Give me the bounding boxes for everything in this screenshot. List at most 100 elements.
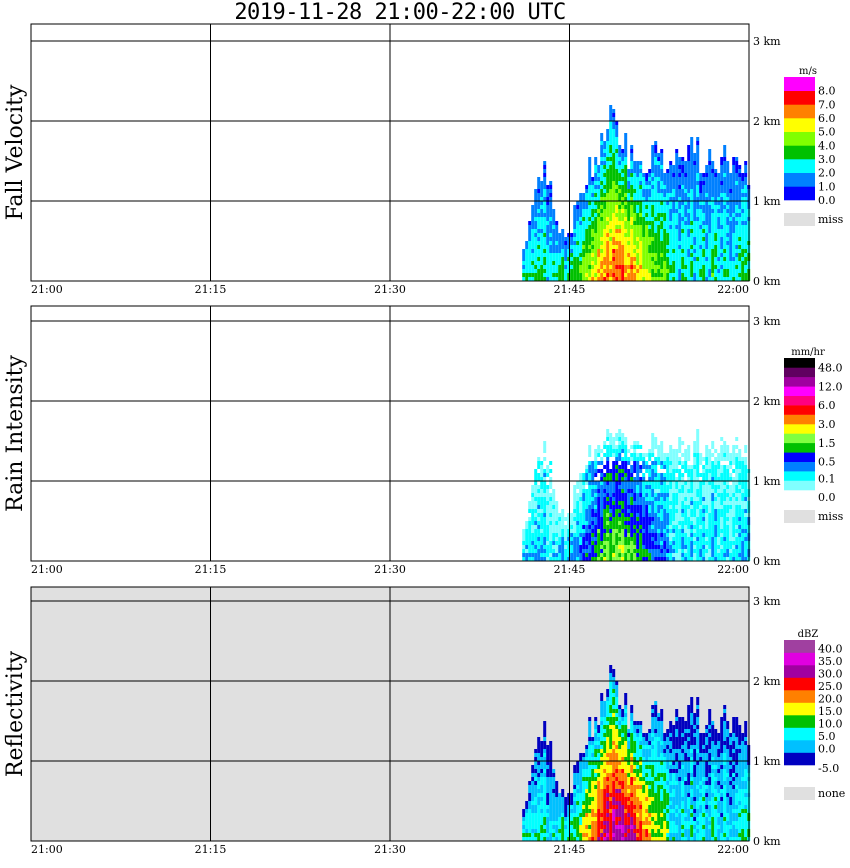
data-cell bbox=[630, 797, 634, 801]
data-cell bbox=[738, 185, 742, 189]
data-cell bbox=[534, 197, 538, 201]
data-cell bbox=[576, 557, 580, 561]
data-cell bbox=[609, 805, 613, 809]
data-cell bbox=[588, 549, 592, 553]
data-cell bbox=[606, 821, 610, 825]
data-cell bbox=[594, 537, 598, 541]
data-cell bbox=[588, 185, 592, 189]
data-cell bbox=[696, 185, 700, 189]
data-cell bbox=[555, 257, 559, 261]
data-cell bbox=[696, 517, 700, 521]
data-cell bbox=[597, 201, 601, 205]
data-cell bbox=[618, 705, 622, 709]
data-cell bbox=[645, 225, 649, 229]
data-cell bbox=[633, 225, 637, 229]
data-cell bbox=[651, 173, 655, 177]
data-cell bbox=[621, 493, 625, 497]
data-cell bbox=[624, 509, 628, 513]
data-cell bbox=[738, 461, 742, 465]
data-cell bbox=[579, 529, 583, 533]
data-cell bbox=[540, 773, 544, 777]
data-cell bbox=[696, 477, 700, 481]
data-cell bbox=[633, 217, 637, 221]
data-cell bbox=[630, 149, 634, 153]
data-cell bbox=[612, 801, 616, 805]
data-cell bbox=[558, 525, 562, 529]
data-cell bbox=[531, 489, 535, 493]
data-cell bbox=[537, 269, 541, 273]
data-cell bbox=[723, 545, 727, 549]
data-cell bbox=[555, 533, 559, 537]
data-cell bbox=[615, 469, 619, 473]
data-cell bbox=[597, 525, 601, 529]
data-cell bbox=[609, 541, 613, 545]
data-cell bbox=[609, 545, 613, 549]
data-cell bbox=[552, 521, 556, 525]
data-cell bbox=[555, 273, 559, 277]
data-cell bbox=[648, 245, 652, 249]
data-cell bbox=[612, 825, 616, 829]
data-cell bbox=[642, 249, 646, 253]
data-cell bbox=[699, 173, 703, 177]
data-cell bbox=[567, 805, 571, 809]
data-cell bbox=[615, 805, 619, 809]
data-cell bbox=[684, 237, 688, 241]
data-cell bbox=[651, 169, 655, 173]
data-cell bbox=[609, 157, 613, 161]
data-cell bbox=[537, 245, 541, 249]
data-cell bbox=[666, 189, 670, 193]
data-cell bbox=[612, 193, 616, 197]
data-cell bbox=[582, 225, 586, 229]
data-cell bbox=[537, 197, 541, 201]
data-cell bbox=[579, 793, 583, 797]
data-cell bbox=[597, 177, 601, 181]
data-cell bbox=[558, 549, 562, 553]
data-cell bbox=[645, 209, 649, 213]
data-cell bbox=[585, 185, 589, 189]
data-cell bbox=[552, 537, 556, 541]
data-cell bbox=[729, 501, 733, 505]
data-cell bbox=[693, 469, 697, 473]
data-cell bbox=[744, 165, 748, 169]
data-cell bbox=[546, 201, 550, 205]
data-cell bbox=[612, 229, 616, 233]
data-cell bbox=[675, 449, 679, 453]
x-tick-label: 21:00 bbox=[31, 563, 63, 576]
data-cell bbox=[663, 197, 667, 201]
data-cell bbox=[588, 769, 592, 773]
data-cell bbox=[696, 201, 700, 205]
data-cell bbox=[540, 513, 544, 517]
data-cell bbox=[612, 209, 616, 213]
data-cell bbox=[576, 785, 580, 789]
data-cell bbox=[600, 189, 604, 193]
data-cell bbox=[684, 269, 688, 273]
data-cell bbox=[624, 741, 628, 745]
data-cell bbox=[636, 525, 640, 529]
data-cell bbox=[675, 269, 679, 273]
data-cell bbox=[594, 489, 598, 493]
data-cell bbox=[735, 197, 739, 201]
data-cell bbox=[618, 153, 622, 157]
data-cell bbox=[654, 521, 658, 525]
data-cell bbox=[630, 181, 634, 185]
data-cell bbox=[618, 817, 622, 821]
data-cell bbox=[702, 477, 706, 481]
data-cell bbox=[741, 249, 745, 253]
data-cell bbox=[732, 193, 736, 197]
legend-label: 8.0 bbox=[818, 85, 836, 98]
data-cell bbox=[678, 477, 682, 481]
data-cell bbox=[612, 169, 616, 173]
data-cell bbox=[663, 509, 667, 513]
data-cell bbox=[591, 189, 595, 193]
data-cell bbox=[576, 273, 580, 277]
data-cell bbox=[567, 541, 571, 545]
data-cell bbox=[549, 221, 553, 225]
data-cell bbox=[609, 225, 613, 229]
data-cell bbox=[720, 473, 724, 477]
data-cell bbox=[687, 185, 691, 189]
data-cell bbox=[606, 265, 610, 269]
data-cell bbox=[660, 209, 664, 213]
data-cell bbox=[699, 461, 703, 465]
data-cell bbox=[528, 541, 532, 545]
data-cell bbox=[618, 709, 622, 713]
